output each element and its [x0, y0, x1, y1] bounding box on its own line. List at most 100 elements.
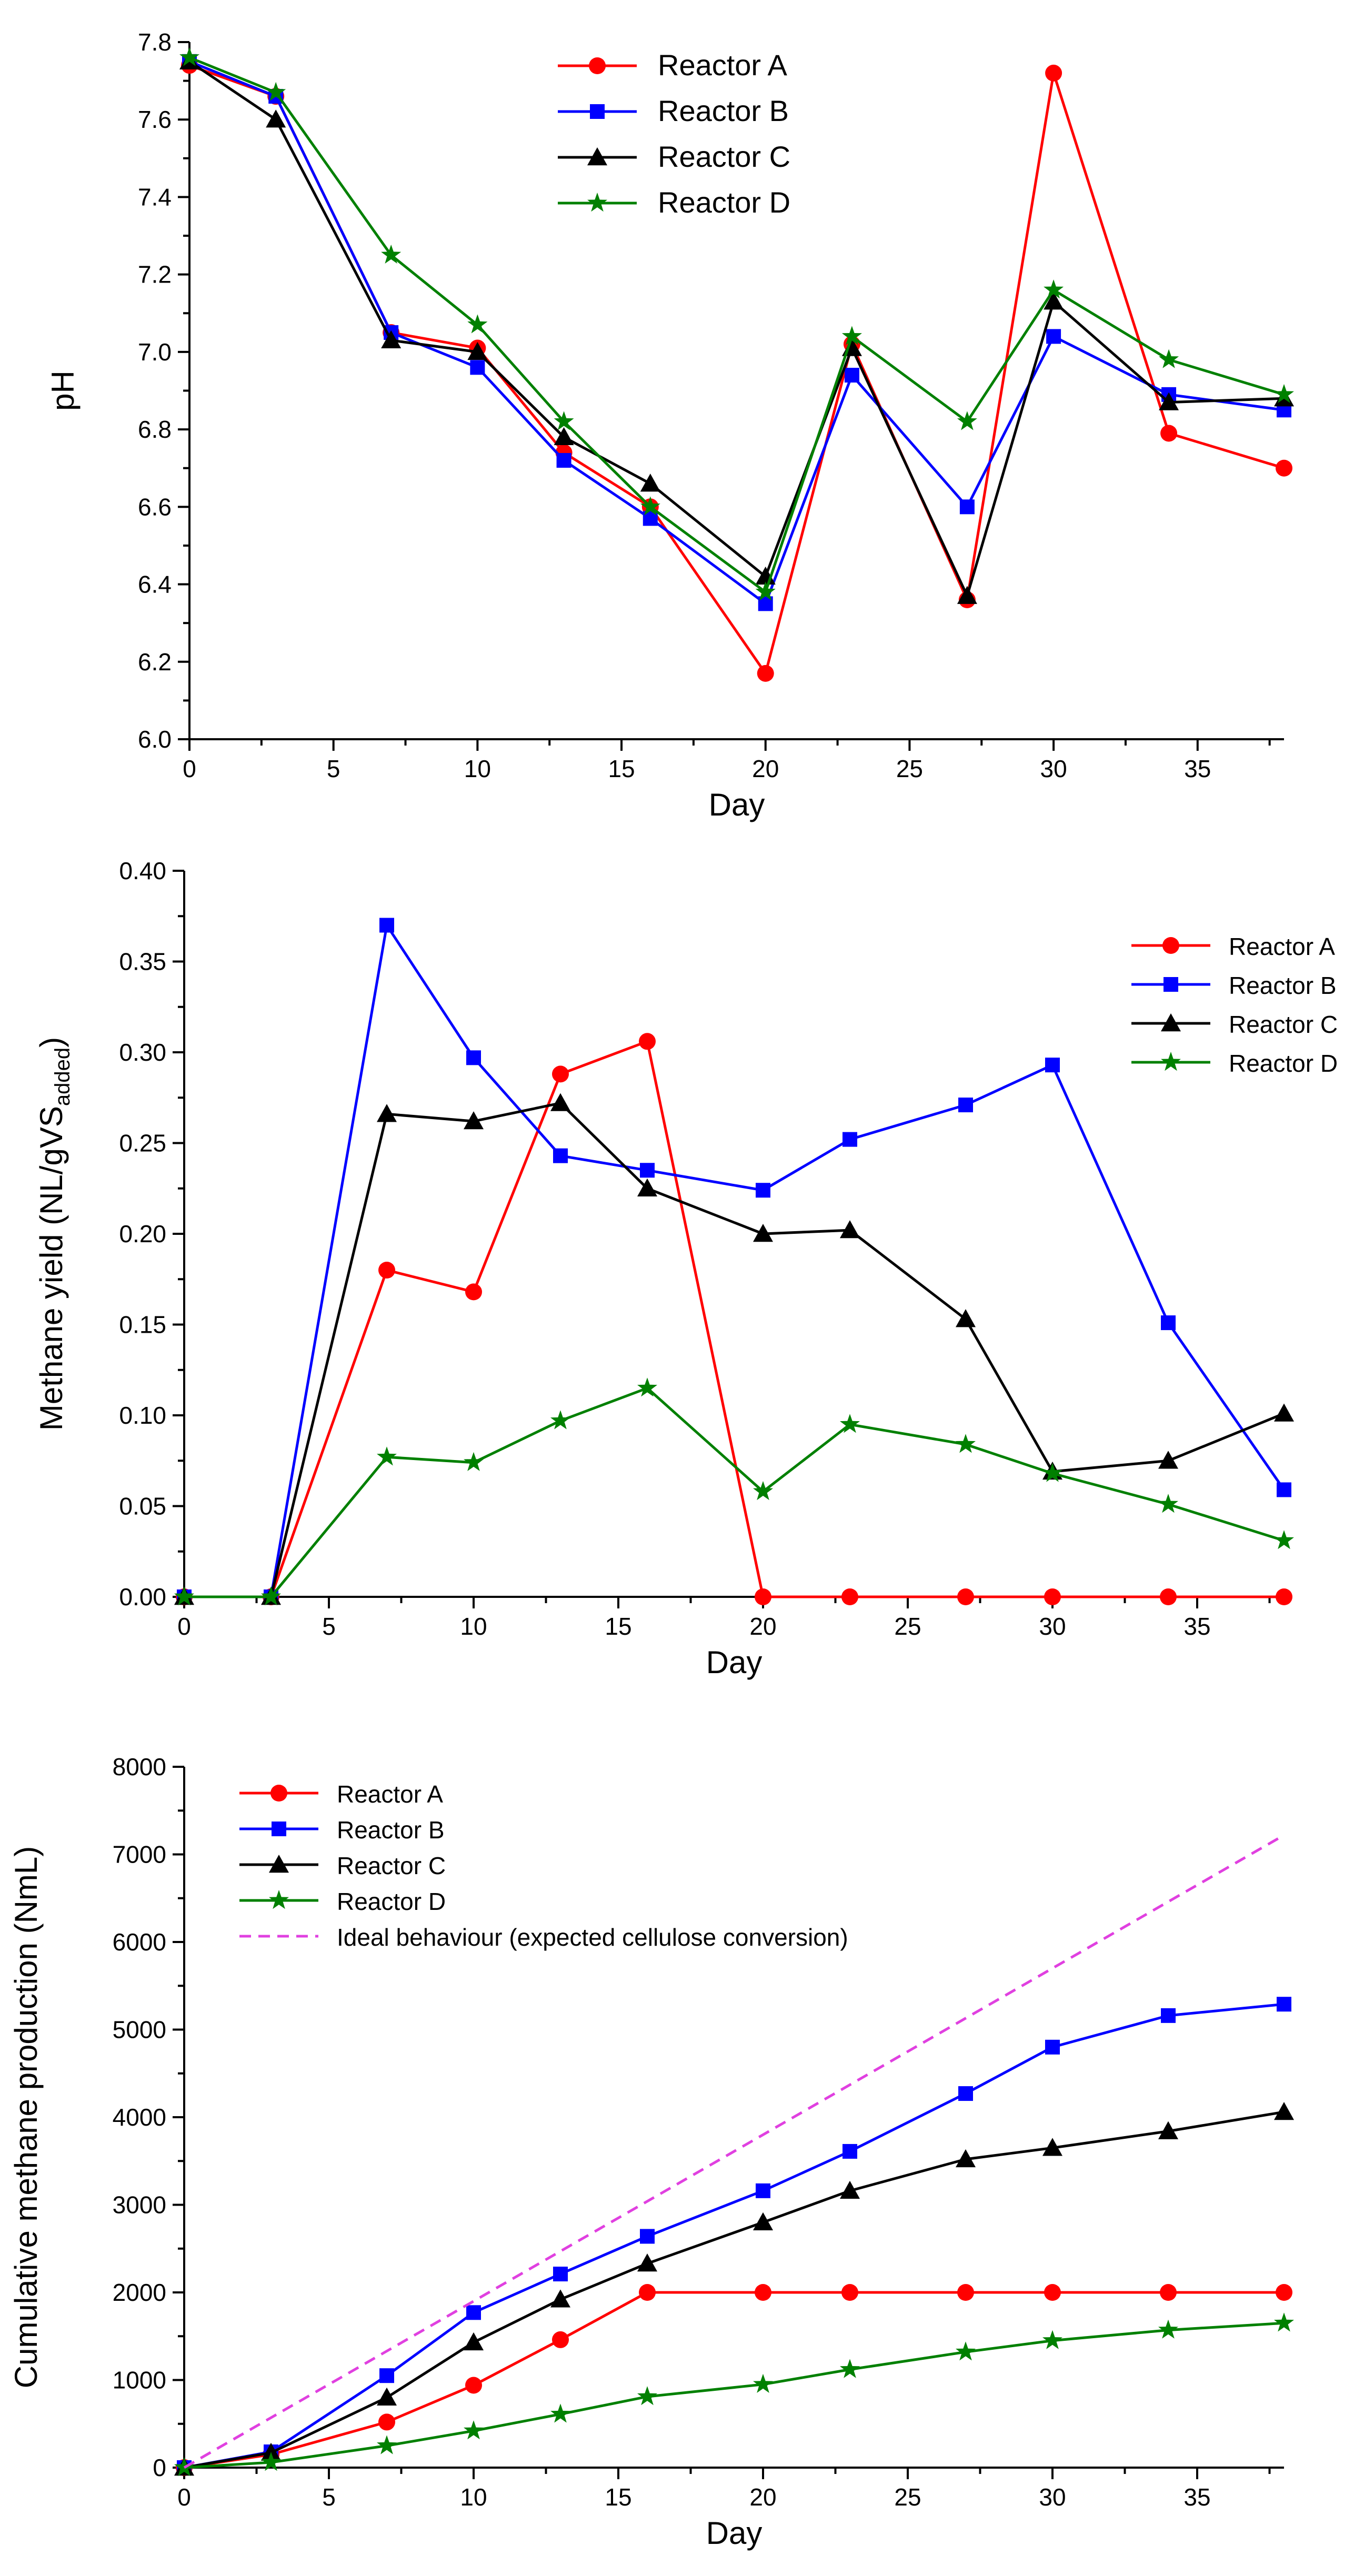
series-reactor-a — [176, 1033, 1292, 1605]
data-point-marker — [1274, 384, 1294, 403]
data-point-marker — [464, 2332, 484, 2351]
data-point-marker — [1274, 1530, 1294, 1549]
data-point-marker — [757, 665, 774, 682]
data-point-marker — [1042, 2138, 1062, 2156]
legend-label: Reactor D — [1229, 1050, 1338, 1077]
x-tick-label: 15 — [605, 2483, 631, 2511]
data-point-marker — [1045, 64, 1062, 82]
series-line — [188, 60, 1285, 598]
data-point-marker — [1042, 1463, 1062, 1482]
data-point-marker — [843, 2144, 857, 2159]
x-tick-label: 5 — [327, 755, 340, 782]
y-tick-label: 5000 — [113, 2016, 166, 2044]
data-point-marker — [1159, 349, 1179, 368]
data-point-marker — [756, 1183, 770, 1198]
data-point-marker — [840, 1220, 860, 1239]
legend-label: Reactor C — [1229, 1011, 1338, 1038]
data-point-marker — [464, 1111, 484, 1130]
data-point-marker — [840, 2359, 860, 2378]
legend-label: Reactor A — [1229, 933, 1335, 960]
x-tick-label: 25 — [896, 755, 923, 782]
data-point-marker — [379, 2368, 394, 2383]
legend-label: Reactor B — [658, 94, 789, 127]
data-point-marker — [753, 1481, 773, 1501]
series-reactor-b — [177, 1997, 1291, 2475]
data-point-marker — [467, 341, 488, 360]
data-point-marker — [1277, 1997, 1291, 2012]
legend-marker — [1161, 1052, 1181, 1071]
data-point-marker — [841, 1588, 858, 1605]
data-point-marker — [377, 2435, 397, 2454]
data-point-marker — [1274, 2312, 1294, 2332]
series-reactor-d — [174, 1377, 1294, 1606]
data-point-marker — [378, 1262, 395, 1279]
legend-marker — [1161, 1013, 1181, 1032]
data-point-marker — [261, 2452, 281, 2471]
y-tick-label: 6.0 — [138, 726, 172, 753]
chart-panel-1: 0 5 10 15 20 25 30 35 6.0 6.2 6.4 6.6 6.8 7.0 7.2 7.4 7.… — [45, 28, 1294, 822]
y-axis-title-end: ) — [34, 1037, 69, 1048]
data-point-marker — [637, 1377, 657, 1397]
data-point-marker — [640, 1163, 655, 1178]
series-line — [184, 1386, 1285, 1598]
data-point-marker — [381, 330, 402, 349]
series-line — [184, 2003, 1285, 2469]
y-tick-label: 7000 — [113, 1841, 166, 1868]
data-point-marker — [550, 2403, 570, 2423]
data-point-marker — [1161, 2008, 1176, 2023]
legend-label: Reactor B — [1229, 972, 1337, 999]
data-point-marker — [640, 496, 660, 516]
data-point-marker — [465, 1283, 482, 1301]
data-point-marker — [844, 368, 859, 383]
data-point-marker — [1276, 459, 1292, 477]
data-point-marker — [379, 918, 394, 933]
y-tick-label: 8000 — [113, 1753, 166, 1780]
data-point-marker — [1274, 2102, 1294, 2120]
data-point-marker — [464, 2420, 484, 2440]
data-point-marker — [381, 244, 402, 264]
data-point-marker — [639, 1033, 656, 1050]
data-point-marker — [1277, 1482, 1291, 1497]
data-point-marker — [261, 2442, 281, 2461]
data-point-marker — [756, 2183, 770, 2198]
data-point-marker — [1160, 2284, 1177, 2301]
y-tick-label: 0.05 — [119, 1493, 166, 1520]
data-point-marker — [553, 1148, 568, 1163]
data-point-marker — [377, 1104, 397, 1122]
y-axis-title: Methane yield (NL/gVSadded) — [34, 1037, 74, 1431]
data-point-marker — [755, 581, 776, 601]
y-axis-title-subscript: added — [51, 1048, 74, 1106]
data-point-marker — [959, 499, 975, 515]
y-tick-label: 6000 — [113, 1928, 166, 1956]
data-point-marker — [843, 1132, 857, 1147]
data-point-marker — [378, 2413, 395, 2431]
data-point-marker — [1045, 2039, 1060, 2055]
legend-label: Ideal behaviour (expected cellulose conv… — [337, 1924, 848, 1951]
data-point-marker — [550, 2289, 570, 2308]
data-point-marker — [957, 2284, 974, 2301]
legend-label: Reactor C — [658, 140, 790, 173]
data-point-marker — [1276, 1588, 1292, 1605]
data-point-marker — [956, 1309, 976, 1327]
data-point-marker — [1160, 1588, 1177, 1605]
data-point-marker — [1045, 1058, 1060, 1073]
data-point-marker — [464, 1452, 484, 1471]
data-point-marker — [1159, 392, 1179, 410]
x-tick-label: 35 — [1184, 2483, 1210, 2511]
legend-label: Reactor B — [337, 1816, 445, 1844]
data-point-marker — [1046, 329, 1061, 344]
data-point-marker — [957, 586, 977, 604]
data-point-marker — [840, 2180, 860, 2199]
chart-panel-3: 0 5 10 15 20 25 30 35 0 1000 2000 3000 4000 5000 6000 7… — [8, 1753, 1294, 2551]
legend-marker — [590, 104, 605, 119]
data-point-marker — [755, 1588, 771, 1605]
data-point-marker — [640, 2229, 655, 2244]
legend-marker — [270, 1785, 287, 1802]
data-point-marker — [1276, 2284, 1292, 2301]
data-point-marker — [261, 1586, 281, 1606]
y-tick-label: 4000 — [113, 2104, 166, 2131]
y-tick-label: 0.10 — [119, 1402, 166, 1429]
y-tick-label: 7.0 — [138, 338, 172, 366]
x-tick-label: 5 — [322, 2483, 336, 2511]
chart-panel-2: 0 5 10 15 20 25 30 35 0.00 0.05 0.10 0.15 0.20 0.25 0.… — [34, 857, 1338, 1680]
